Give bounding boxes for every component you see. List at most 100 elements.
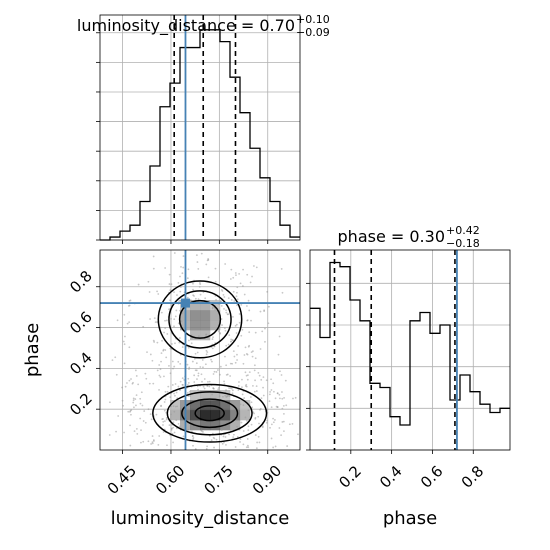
joint-sample-point <box>220 304 223 307</box>
joint-sample-point <box>211 393 214 396</box>
joint-sample-point <box>171 384 174 386</box>
joint-sample-point <box>123 431 125 434</box>
joint-sample-point <box>273 369 276 371</box>
joint-sample-point <box>165 417 168 419</box>
joint-sample-point <box>199 293 202 296</box>
joint-sample-point <box>246 378 249 381</box>
joint-sample-point <box>264 340 266 343</box>
joint-sample-point <box>121 399 124 402</box>
joint-density-cell <box>190 320 201 331</box>
joint-sample-point <box>234 324 237 327</box>
joint-contour-mode0-level1 <box>181 398 239 429</box>
joint-sample-point <box>181 312 184 314</box>
joint-sample-point <box>254 331 257 334</box>
joint-sample-point <box>207 276 210 279</box>
joint-sample-point <box>170 413 172 416</box>
joint-sample-point <box>187 395 190 398</box>
joint-sample-point <box>268 393 271 396</box>
joint-sample-point <box>217 388 220 391</box>
joint-sample-point <box>152 255 155 258</box>
joint-sample-point <box>137 383 140 386</box>
joint-contour-mode0-level3 <box>152 383 268 443</box>
joint-sample-point <box>165 319 168 322</box>
joint-sample-point <box>246 353 249 356</box>
joint-sample-point <box>280 374 283 376</box>
joint-sample-point <box>161 418 164 421</box>
joint-sample-point <box>196 261 199 263</box>
joint-sample-point <box>218 395 221 398</box>
joint-density-cell <box>210 420 221 431</box>
x-axis-label: luminosity_distance <box>111 508 290 529</box>
joint-sample-point <box>245 446 248 449</box>
joint-sample-point <box>247 429 250 431</box>
joint-sample-point <box>213 345 216 348</box>
joint-sample-point <box>178 341 181 344</box>
phase-title: phase = 0.30 <box>338 227 445 246</box>
joint-sample-point <box>170 427 173 430</box>
joint-sample-point <box>204 363 207 366</box>
joint-sample-point <box>232 339 234 341</box>
joint-sample-point <box>214 308 216 311</box>
joint-sample-point <box>131 382 134 385</box>
joint-sample-point <box>173 365 176 368</box>
joint-density-cell <box>200 420 211 431</box>
joint-sample-point <box>241 393 244 396</box>
joint-sample-point <box>191 435 194 437</box>
joint-sample-point <box>182 400 185 403</box>
joint-sample-point <box>202 385 205 388</box>
joint-sample-point <box>268 400 271 403</box>
joint-sample-point <box>198 335 200 338</box>
joint-sample-point <box>228 334 231 337</box>
joint-sample-point <box>115 430 117 433</box>
joint-sample-point <box>223 380 225 383</box>
joint-sample-point <box>157 293 160 295</box>
joint-truth-marker <box>180 298 190 308</box>
joint-sample-point <box>174 342 176 345</box>
joint-sample-point <box>264 327 266 330</box>
joint-sample-point <box>229 375 232 377</box>
luminosity-distance-title-sub: −0.09 <box>296 26 330 39</box>
joint-sample-point <box>260 378 263 381</box>
joint-sample-point <box>235 295 238 298</box>
joint-sample-point <box>158 364 161 366</box>
joint-sample-point <box>222 293 225 296</box>
joint-sample-point <box>196 351 199 354</box>
joint-density-cell <box>200 400 211 411</box>
joint-sample-point <box>205 333 207 336</box>
joint-sample-point <box>243 397 246 399</box>
joint-sample-point <box>291 422 294 425</box>
joint-sample-point <box>217 330 220 333</box>
joint-sample-point <box>225 309 227 312</box>
joint-sample-point <box>121 386 123 389</box>
joint-sample-point <box>189 395 191 397</box>
joint-sample-point <box>244 416 247 419</box>
joint-density-cell <box>200 390 211 401</box>
joint-density-cell <box>230 400 241 411</box>
joint-sample-point <box>213 446 215 449</box>
joint-sample-point <box>240 334 243 337</box>
joint-sample-point <box>132 399 135 402</box>
joint-sample-point <box>173 392 176 395</box>
joint-sample-point <box>281 407 284 410</box>
joint-sample-point <box>165 356 168 359</box>
joint-sample-point <box>225 443 227 446</box>
joint-sample-point <box>171 343 173 345</box>
joint-sample-point <box>211 338 214 340</box>
joint-sample-point <box>179 309 181 312</box>
joint-sample-point <box>203 378 206 380</box>
joint-sample-point <box>227 313 230 316</box>
joint-sample-point <box>204 297 207 300</box>
joint-sample-point <box>149 318 151 320</box>
joint-sample-point <box>262 386 264 389</box>
joint-sample-point <box>261 425 264 428</box>
joint-sample-point <box>258 422 260 425</box>
joint-sample-point <box>127 410 130 413</box>
joint-sample-point <box>122 404 124 407</box>
joint-sample-point <box>135 427 138 430</box>
joint-sample-point <box>281 291 284 294</box>
joint-sample-point <box>168 273 171 276</box>
joint-sample-point <box>228 433 230 436</box>
joint-sample-point <box>229 362 232 365</box>
joint-sample-point <box>197 388 199 391</box>
